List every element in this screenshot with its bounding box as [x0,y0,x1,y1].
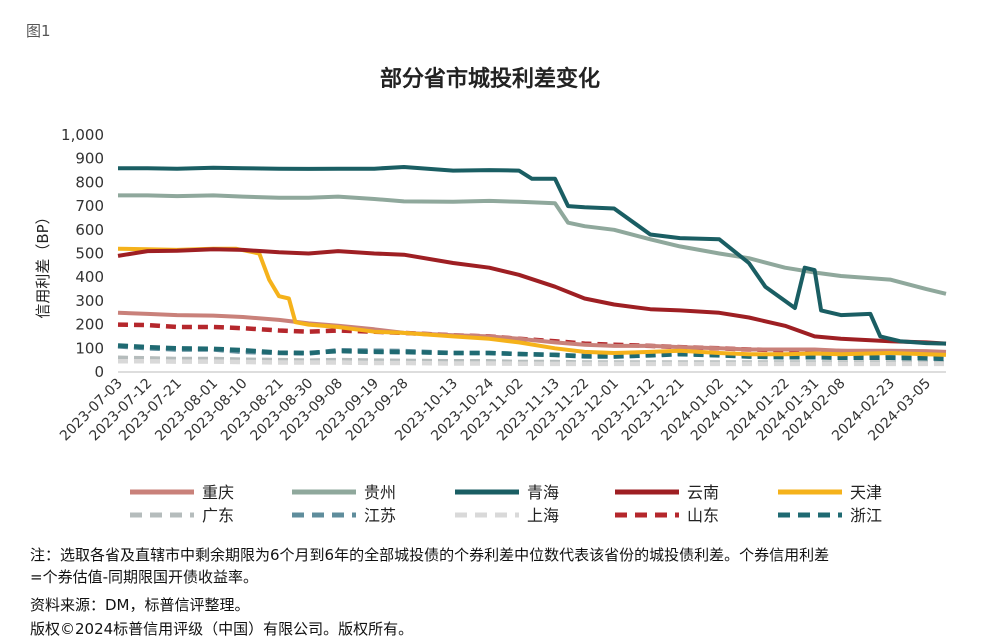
chart-title: 部分省市城投利差变化 [380,66,600,92]
legend-label: 天津 [850,483,882,502]
series-layer [117,165,947,367]
copyright-note: 版权©2024标普信用评级（中国）有限公司。版权所有。 [30,620,414,638]
legend-label: 贵州 [364,483,396,502]
legend-label: 重庆 [202,483,234,502]
legend-label: 江苏 [364,506,396,525]
footnote-line-2: =个券估值-同期限国开债收益率。 [30,568,258,586]
y-tick-label: 600 [75,221,104,239]
y-tick-label: 800 [75,173,104,191]
y-tick-label: 700 [75,197,104,215]
series-line-3 [118,165,947,346]
source-note: 资料来源：DM，标普信评整理。 [30,596,250,614]
series-line-1 [117,310,947,354]
y-axis-label: 信用利差（BP） [34,209,52,318]
y-tick-label: 300 [75,292,104,310]
figure-label: 图1 [26,22,51,40]
y-tick-label: 400 [75,268,104,286]
y-tick-label: 900 [75,150,104,168]
y-tick-label: 100 [75,339,104,357]
series-line-4 [117,247,947,346]
legend-label: 上海 [527,506,559,525]
y-tick-label: 500 [75,245,104,263]
legend-label: 青海 [527,483,559,502]
y-tick-label: 200 [75,316,104,334]
series-line-8 [118,359,946,367]
chart: 部分省市城投利差变化 信用利差（BP） 0 100 200 300 400 500 600 7… [34,66,947,525]
legend-label: 云南 [687,483,719,502]
x-axis: 2023-07-032023-07-122023-07-212023-08-01… [57,375,934,444]
legend-label: 浙江 [850,506,882,525]
y-tick-label: 1,000 [61,126,104,144]
legend-label: 广东 [202,506,234,525]
footnote-line-1: 注：选取各省及直辖市中剩余期限为6个月到6年的全部城投债的个券利差中位数代表该省… [30,546,830,564]
y-tick-label: 0 [94,363,104,381]
y-axis: 0 100 200 300 400 500 600 700 800 900 1,000 [61,126,946,381]
legend-label: 山东 [687,506,719,525]
series-line-10 [117,343,947,362]
